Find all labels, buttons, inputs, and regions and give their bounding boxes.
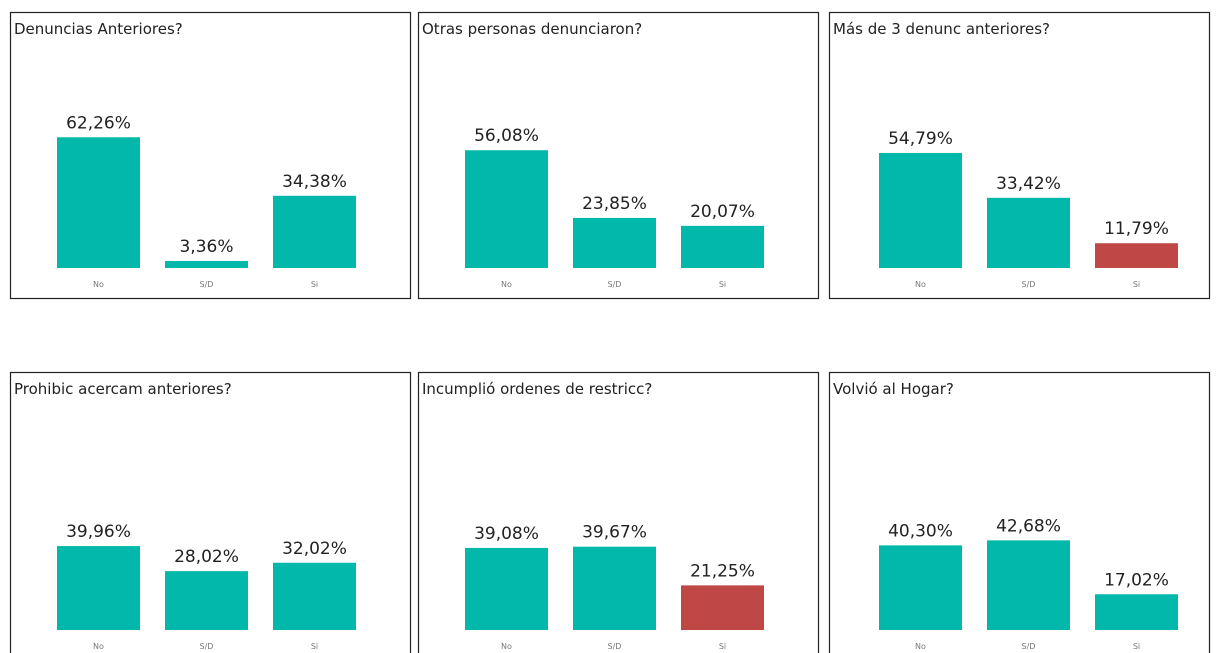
bar — [465, 547, 548, 630]
value-label: 39,08% — [474, 524, 539, 544]
category-label: S/D — [608, 280, 622, 289]
value-label: 62,26% — [66, 113, 131, 133]
category-label: Si — [1133, 642, 1140, 651]
category-label: Si — [311, 642, 318, 651]
category-label: Si — [311, 280, 318, 289]
bar — [165, 260, 248, 268]
bar — [681, 225, 764, 268]
chart-panel: Denuncias Anteriores? 62,26% No 3,36% S/D 34,… — [9, 11, 412, 300]
chart-title: Prohibic acercam anteriores? — [14, 380, 232, 398]
value-label: 21,25% — [690, 561, 755, 581]
value-label: 20,07% — [690, 202, 755, 222]
bar — [573, 546, 656, 630]
value-label: 28,02% — [174, 547, 239, 567]
bar — [57, 546, 140, 630]
bar — [987, 540, 1070, 630]
value-label: 39,67% — [582, 523, 647, 543]
category-label: No — [915, 642, 926, 651]
bar — [465, 150, 548, 268]
category-label: S/D — [200, 642, 214, 651]
chart-panel: Más de 3 denunc anteriores? 54,79% No 33,42… — [828, 11, 1211, 300]
category-label: S/D — [1022, 280, 1036, 289]
chart-panel: Incumplió ordenes de restricc? 39,08% No 39… — [417, 371, 820, 653]
chart-title: Otras personas denunciaron? — [422, 20, 642, 38]
value-label: 42,68% — [996, 516, 1061, 536]
bar — [987, 197, 1070, 268]
bar — [1095, 243, 1178, 268]
bar — [165, 571, 248, 630]
value-label: 32,02% — [282, 539, 347, 559]
chart-panel: Otras personas denunciaron? 56,08% No 23,85… — [417, 11, 820, 300]
category-label: No — [93, 280, 104, 289]
category-label: Si — [1133, 280, 1140, 289]
bar — [57, 137, 140, 268]
chart-title: Denuncias Anteriores? — [14, 20, 183, 38]
value-label: 54,79% — [888, 129, 953, 149]
category-label: No — [93, 642, 104, 651]
bar — [879, 545, 962, 630]
bar — [879, 152, 962, 268]
bar — [1095, 594, 1178, 630]
chart-title: Incumplió ordenes de restricc? — [422, 380, 652, 398]
category-label: S/D — [1022, 642, 1036, 651]
chart-title: Más de 3 denunc anteriores? — [833, 20, 1050, 38]
chart-title: Volvió al Hogar? — [833, 380, 954, 398]
category-label: Si — [719, 280, 726, 289]
value-label: 23,85% — [582, 194, 647, 214]
bar — [573, 217, 656, 268]
value-label: 33,42% — [996, 174, 1061, 194]
bar — [273, 195, 356, 268]
category-label: S/D — [200, 280, 214, 289]
value-label: 39,96% — [66, 522, 131, 542]
value-label: 11,79% — [1104, 219, 1169, 239]
value-label: 34,38% — [282, 172, 347, 192]
value-label: 3,36% — [179, 237, 233, 257]
bar — [681, 585, 764, 630]
chart-panel: Prohibic acercam anteriores? 39,96% No 28,0… — [9, 371, 412, 653]
value-label: 17,02% — [1104, 570, 1169, 590]
category-label: No — [501, 280, 512, 289]
value-label: 56,08% — [474, 126, 539, 146]
category-label: No — [915, 280, 926, 289]
chart-panel: Volvió al Hogar? 40,30% No 42,68% S/D 17,02% S… — [828, 371, 1211, 653]
value-label: 40,30% — [888, 521, 953, 541]
category-label: Si — [719, 642, 726, 651]
category-label: S/D — [608, 642, 622, 651]
category-label: No — [501, 642, 512, 651]
bar — [273, 562, 356, 630]
